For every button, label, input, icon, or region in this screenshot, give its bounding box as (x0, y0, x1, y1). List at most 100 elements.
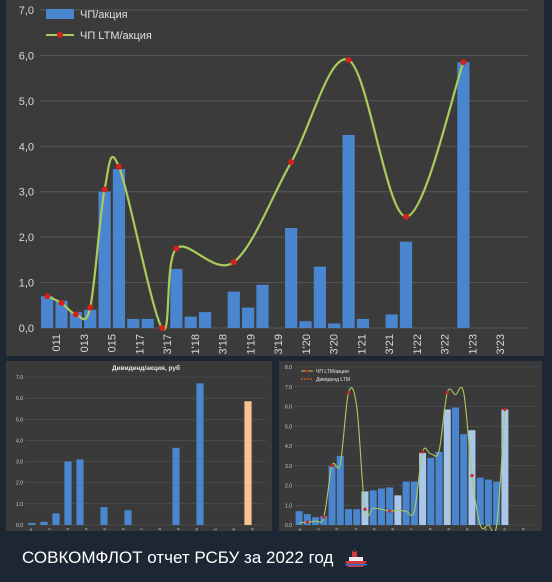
ltm-bar (435, 451, 443, 525)
dividend-bar (52, 513, 60, 525)
ltm-bar (443, 409, 451, 525)
ltm-marker (346, 391, 351, 395)
x-tick-label: 2015 (102, 527, 107, 531)
y-tick-label: 3.0 (285, 464, 292, 470)
y-tick-label: 1.0 (16, 502, 23, 508)
eps-bar (184, 316, 197, 328)
eps-bar (328, 323, 341, 328)
x-tick-label: 1'21 (356, 334, 368, 354)
eps-bar (227, 291, 240, 328)
x-tick-label: 2020 (465, 527, 470, 531)
eps-bar (399, 241, 413, 328)
x-tick-label: 1'23 (467, 334, 479, 354)
eps-bar (342, 134, 355, 328)
eps-bar (55, 300, 68, 328)
ltm-marker (470, 474, 474, 478)
y-tick-label: 0.0 (16, 523, 23, 529)
dividend-bar (40, 521, 48, 525)
ltm-bar (501, 409, 509, 525)
y-tick-label: 1.0 (285, 503, 292, 509)
y-tick-label: 6,0 (19, 50, 34, 62)
y-tick-label: 1,0 (19, 278, 34, 290)
y-tick-label: 2.0 (285, 484, 292, 490)
ltm-bar (427, 457, 435, 525)
x-tick-label: 015 (107, 334, 119, 352)
ltm-bar (320, 516, 328, 525)
x-tick-label: 2014 (353, 527, 358, 531)
x-tick-label: 2016 (390, 527, 395, 531)
x-tick-label: 1'20 (301, 334, 313, 354)
dividend-bar (172, 447, 180, 525)
ltm-marker (173, 245, 180, 252)
ltm-marker (288, 159, 295, 166)
eps-bar (141, 318, 154, 328)
ltm-marker (305, 520, 309, 524)
dividend-bar (196, 383, 204, 525)
ltm-marker (115, 163, 122, 170)
x-tick-label: 2015 (371, 527, 376, 531)
eps-bar (41, 296, 54, 328)
x-tick-label: 1'18 (190, 334, 202, 354)
y-tick-label: 5.0 (285, 424, 292, 430)
x-tick-label: 2013 (65, 527, 70, 531)
x-tick-label: 2022 (502, 527, 507, 531)
ltm-marker (72, 311, 79, 318)
eps-bar (356, 318, 370, 328)
dividend-bar (100, 507, 108, 525)
ltm-bar (303, 514, 311, 525)
eps-chart: 0,0 1,0 2,0 3,0 4,0 5,0 6,0 7,0 011 013 015 1'17 3'1… (19, 5, 528, 354)
main-chart-panel: 0,0 1,0 2,0 3,0 4,0 5,0 6,0 7,0 011 013 015 1'17 3'1… (6, 0, 544, 356)
ltm-marker (87, 304, 94, 311)
y-tick-label: 6.0 (16, 396, 23, 402)
y-tick-label: 2,0 (19, 232, 34, 244)
ltm-marker (322, 515, 326, 519)
x-tick-label: 3'17 (162, 334, 174, 354)
x-tick-label: 1'19 (245, 334, 257, 354)
x-tick-label: 2021 (483, 527, 488, 531)
ltm-bar (328, 465, 336, 525)
ltm-line (46, 58, 465, 331)
chart-title: Дивиденд/акция, руб (112, 364, 180, 372)
legend-label: ЧП LTM/акция (80, 30, 152, 42)
x-tick-label: 2011 (297, 527, 302, 531)
x-tick-label: 011 (51, 334, 63, 352)
eps-bar (457, 62, 470, 328)
x-tick-label: 2019 (446, 527, 451, 531)
y-tick-label: 4,0 (19, 141, 34, 153)
ltm-chart-panel: 0.0 1.0 2.0 3.0 4.0 5.0 6.0 7.0 8.0 2011 2012 2013 2… (279, 361, 542, 531)
x-tick-label: 1'22 (412, 334, 424, 354)
ltm-bar (386, 487, 394, 525)
y-tick-label: 4.0 (285, 444, 292, 450)
dividend-bar (244, 401, 252, 525)
y-tick-label: 0.0 (285, 523, 292, 529)
x-tick-label: 3'21 (384, 334, 396, 354)
eps-bar (127, 318, 140, 328)
legend-swatch-bar (46, 9, 74, 19)
y-tick-label: 2.0 (16, 481, 23, 487)
ltm-marker (230, 259, 237, 266)
ltm-bar (410, 481, 418, 525)
dividend-bar (76, 459, 84, 525)
eps-bar (242, 307, 255, 328)
ltm-comparison-chart: 0.0 1.0 2.0 3.0 4.0 5.0 6.0 7.0 8.0 2011 2012 2013 2… (285, 365, 537, 531)
x-tick-label: 2018 (157, 527, 162, 531)
x-tick-label: 3'20 (329, 334, 341, 354)
ltm-bar (377, 488, 385, 525)
ltm-bar (493, 481, 501, 525)
ltm-marker (159, 325, 165, 331)
ltm-marker (330, 464, 334, 468)
y-tick-label: 5,0 (19, 96, 34, 108)
x-tick-label: 1'17 (134, 334, 146, 354)
y-tick-label: 7.0 (285, 385, 292, 391)
y-tick-label: 0,0 (19, 323, 34, 335)
eps-bar (313, 266, 326, 328)
ltm-bar (419, 452, 427, 525)
x-tick-label: 2012 (46, 527, 51, 531)
ltm-bar (402, 481, 410, 525)
y-tick-label: 8.0 (285, 365, 292, 371)
eps-bar (112, 169, 126, 328)
eps-bar (170, 268, 183, 328)
y-tick-label: 7,0 (19, 5, 34, 17)
eps-bar (285, 228, 298, 328)
ltm-marker (363, 507, 367, 511)
